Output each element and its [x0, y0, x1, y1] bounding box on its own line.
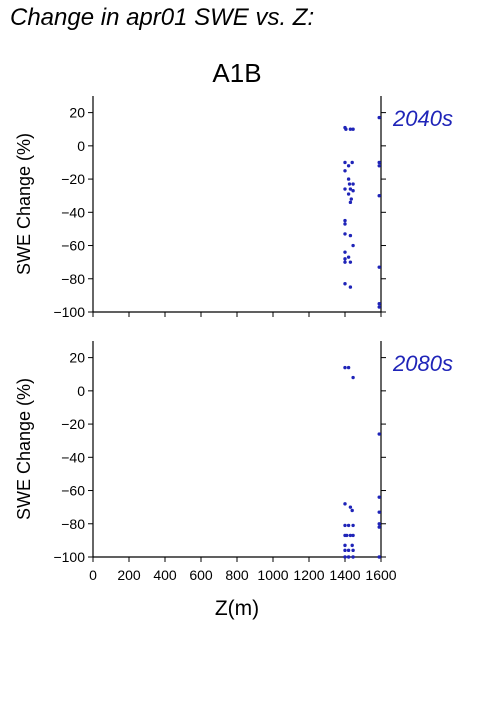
data-point [344, 127, 348, 131]
y-tick-label: −60 [61, 238, 85, 254]
data-point [351, 555, 355, 559]
data-point [348, 505, 353, 509]
data-point [343, 257, 347, 261]
period-annotation: 2040s [392, 106, 453, 131]
data-point [351, 243, 355, 248]
data-point [351, 548, 355, 553]
y-tick-label: 0 [77, 383, 85, 399]
data-point [377, 160, 381, 165]
data-point [343, 187, 347, 191]
data-point [346, 177, 351, 181]
y-tick-label: −40 [61, 449, 85, 465]
data-point [350, 508, 354, 513]
data-point [343, 555, 347, 559]
data-point [348, 187, 353, 191]
y-tick-label: 0 [77, 138, 85, 154]
data-point [377, 525, 381, 529]
data-point [346, 192, 351, 196]
page-title: Change in apr01 SWE vs. Z: [10, 4, 315, 31]
data-point [377, 301, 381, 306]
data-point [377, 555, 381, 559]
data-point [351, 189, 355, 193]
data-point [377, 265, 381, 269]
data-point [347, 182, 352, 186]
y-tick-label: −100 [53, 304, 85, 320]
data-point [348, 233, 353, 238]
data-point [377, 432, 381, 436]
period-annotation: 2080s [392, 351, 453, 376]
data-point [346, 255, 351, 259]
data-point [377, 115, 381, 120]
x-axis-label: Z(m) [215, 597, 259, 620]
y-tick-label: 20 [69, 105, 85, 121]
data-point [351, 533, 355, 538]
data-point [377, 495, 381, 499]
y-tick-label: −40 [61, 204, 85, 220]
data-point [348, 533, 353, 538]
data-point [346, 555, 351, 559]
data-point [351, 523, 355, 528]
data-point [343, 282, 347, 286]
data-point [343, 548, 347, 553]
data-point [343, 523, 347, 528]
y-axis-label: SWE Change (%) [14, 133, 34, 275]
x-tick-label: 1400 [329, 567, 360, 583]
data-point [343, 222, 347, 226]
data-point [351, 182, 355, 186]
data-point [343, 218, 347, 223]
y-axis-label: SWE Change (%) [14, 378, 34, 520]
data-point [343, 160, 347, 165]
data-point [346, 365, 351, 370]
x-tick-label: 1200 [293, 567, 324, 583]
data-point [345, 533, 349, 538]
data-point [350, 160, 354, 165]
data-point [377, 193, 381, 198]
x-tick-label: 800 [225, 567, 249, 583]
y-tick-label: 20 [69, 350, 85, 366]
x-tick-label: 1000 [257, 567, 288, 583]
data-point [346, 523, 351, 528]
panel-2040s: −100 −80 −60 −40 −20 0 20 SWE Change (%) A1B 2040… [14, 58, 453, 320]
y-tick-label: −80 [61, 271, 85, 287]
x-tick-label: 400 [153, 567, 177, 583]
y-tick-label: −80 [61, 516, 85, 532]
data-point [343, 543, 347, 548]
data-point [351, 127, 355, 131]
data-point [349, 197, 353, 201]
data-point [377, 522, 381, 526]
data-point [343, 365, 347, 370]
data-point [346, 164, 351, 168]
y-tick-label: −20 [61, 171, 85, 187]
data-point [348, 200, 353, 205]
chart-title: A1B [212, 58, 261, 88]
x-tick-label: 0 [89, 567, 97, 583]
y-tick-label: −20 [61, 416, 85, 432]
data-point [348, 260, 353, 264]
data-point [343, 169, 347, 173]
data-point [377, 510, 381, 514]
data-point [377, 305, 381, 309]
data-point [343, 250, 347, 254]
x-tick-label: 600 [189, 567, 213, 583]
data-point [348, 285, 353, 289]
data-point [351, 375, 355, 380]
data-point [343, 502, 347, 506]
x-tick-label: 200 [117, 567, 141, 583]
data-point [348, 127, 353, 131]
data-point [343, 260, 347, 264]
data-point [377, 164, 381, 168]
data-point [343, 232, 347, 236]
data-point [346, 548, 351, 553]
x-tick-label: 1600 [365, 567, 396, 583]
y-tick-label: −60 [61, 483, 85, 499]
data-point [350, 543, 354, 548]
y-tick-label: −100 [53, 549, 85, 565]
